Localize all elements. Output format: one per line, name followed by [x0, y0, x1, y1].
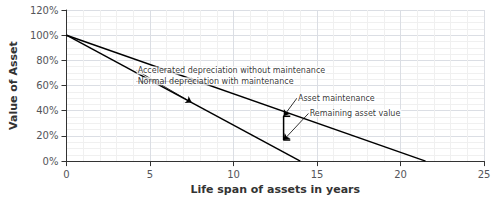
svg-text:20%: 20%: [36, 130, 58, 141]
svg-text:100%: 100%: [30, 30, 59, 41]
svg-text:Accelerated depreciation witho: Accelerated depreciation without mainten…: [138, 66, 326, 75]
svg-text:60%: 60%: [36, 80, 58, 91]
svg-text:120%: 120%: [30, 5, 59, 16]
svg-text:5: 5: [147, 169, 153, 180]
svg-text:15: 15: [311, 169, 324, 180]
svg-text:0%: 0%: [43, 156, 59, 167]
svg-text:20: 20: [394, 169, 407, 180]
svg-text:Asset maintenance: Asset maintenance: [298, 94, 375, 103]
svg-text:Normal depreciation with maint: Normal depreciation with maintenance: [138, 77, 294, 86]
svg-text:Value of Asset: Value of Asset: [7, 41, 20, 130]
svg-text:0: 0: [63, 169, 69, 180]
svg-text:Remaining asset value: Remaining asset value: [310, 109, 401, 118]
svg-text:Life span of assets in years: Life span of assets in years: [190, 183, 360, 196]
svg-text:10: 10: [227, 169, 240, 180]
svg-text:80%: 80%: [36, 55, 58, 66]
svg-text:40%: 40%: [36, 105, 58, 116]
svg-text:25: 25: [478, 169, 491, 180]
